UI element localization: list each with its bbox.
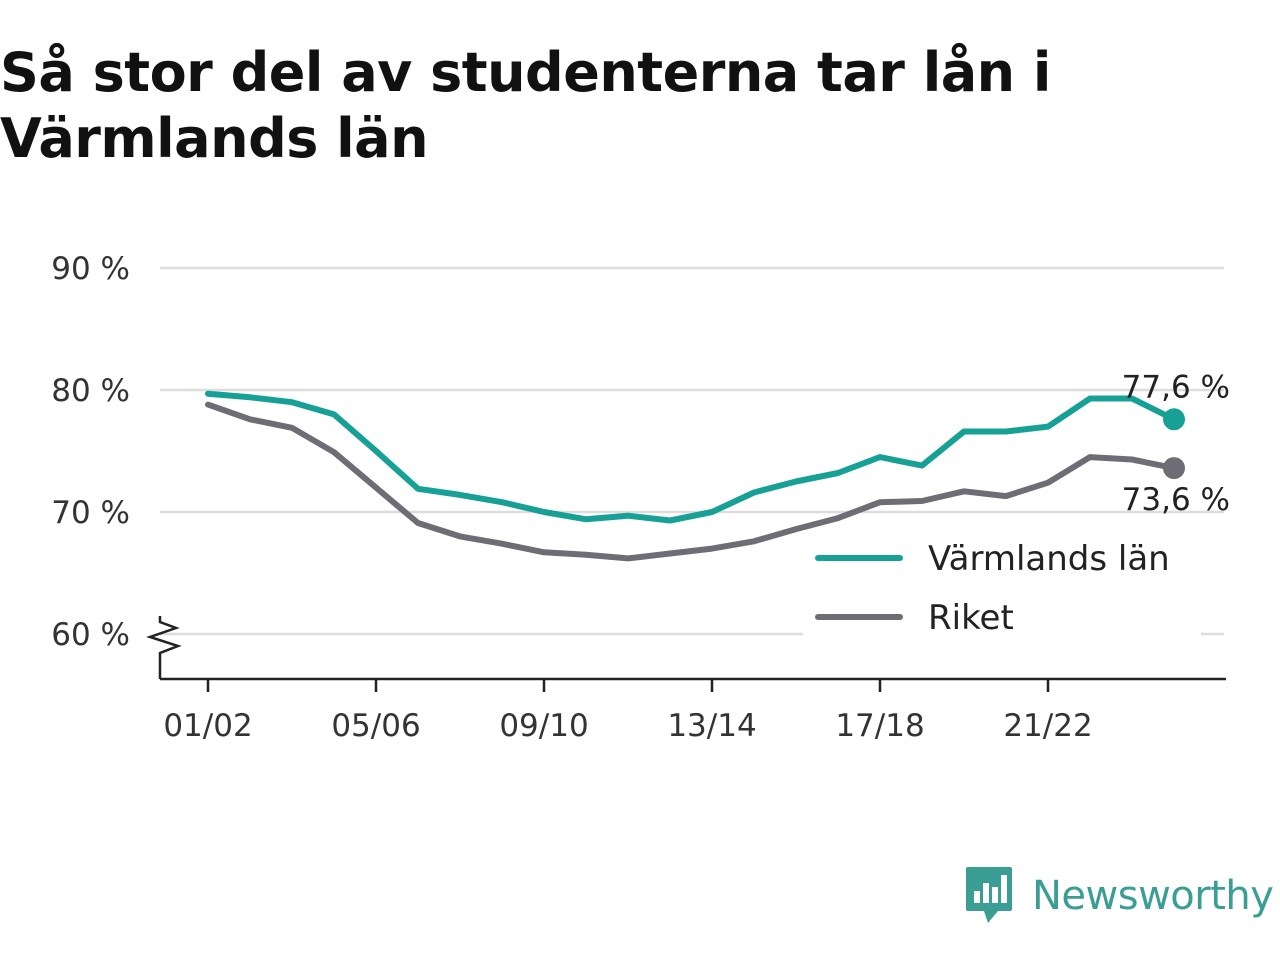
newsworthy-logo-icon bbox=[966, 867, 1012, 923]
brand: Newsworthy bbox=[964, 864, 1274, 928]
legend-label: Värmlands län bbox=[928, 539, 1170, 579]
x-tick-label: 09/10 bbox=[499, 708, 588, 744]
brand-name: Newsworthy bbox=[1032, 873, 1274, 919]
y-axis: 60 % 70 % 80 % 90 % bbox=[51, 251, 130, 653]
end-point-marker bbox=[1163, 408, 1185, 431]
y-tick-label: 90 % bbox=[51, 251, 130, 287]
y-tick-label: 70 % bbox=[51, 495, 130, 531]
legend-label: Riket bbox=[928, 598, 1014, 638]
series-line bbox=[205, 390, 1177, 524]
y-tick-label: 60 % bbox=[51, 617, 130, 653]
x-tick-label: 17/18 bbox=[835, 708, 924, 744]
x-tick-label: 01/02 bbox=[163, 708, 252, 744]
x-tick-label: 13/14 bbox=[667, 708, 756, 744]
legend-background bbox=[803, 530, 1201, 640]
end-markers: 77,6 % 73,6 % bbox=[1122, 369, 1230, 518]
y-axis-break-icon bbox=[146, 616, 182, 679]
x-axis: 01/02 05/06 09/10 13/14 17/18 21/22 bbox=[146, 616, 1226, 744]
series-lines bbox=[205, 390, 1177, 562]
series-line bbox=[205, 401, 1177, 562]
end-value-label: 73,6 % bbox=[1122, 482, 1230, 518]
end-point-marker bbox=[1163, 457, 1185, 480]
end-value-label: 77,6 % bbox=[1122, 369, 1230, 405]
y-tick-label: 80 % bbox=[51, 373, 130, 409]
x-tick-label: 21/22 bbox=[1003, 708, 1092, 744]
chart-title: Så stor del av studenterna tar lån i Vär… bbox=[0, 41, 1051, 170]
legend: Värmlands län Riket bbox=[803, 530, 1201, 640]
x-tick-label: 05/06 bbox=[331, 708, 420, 744]
